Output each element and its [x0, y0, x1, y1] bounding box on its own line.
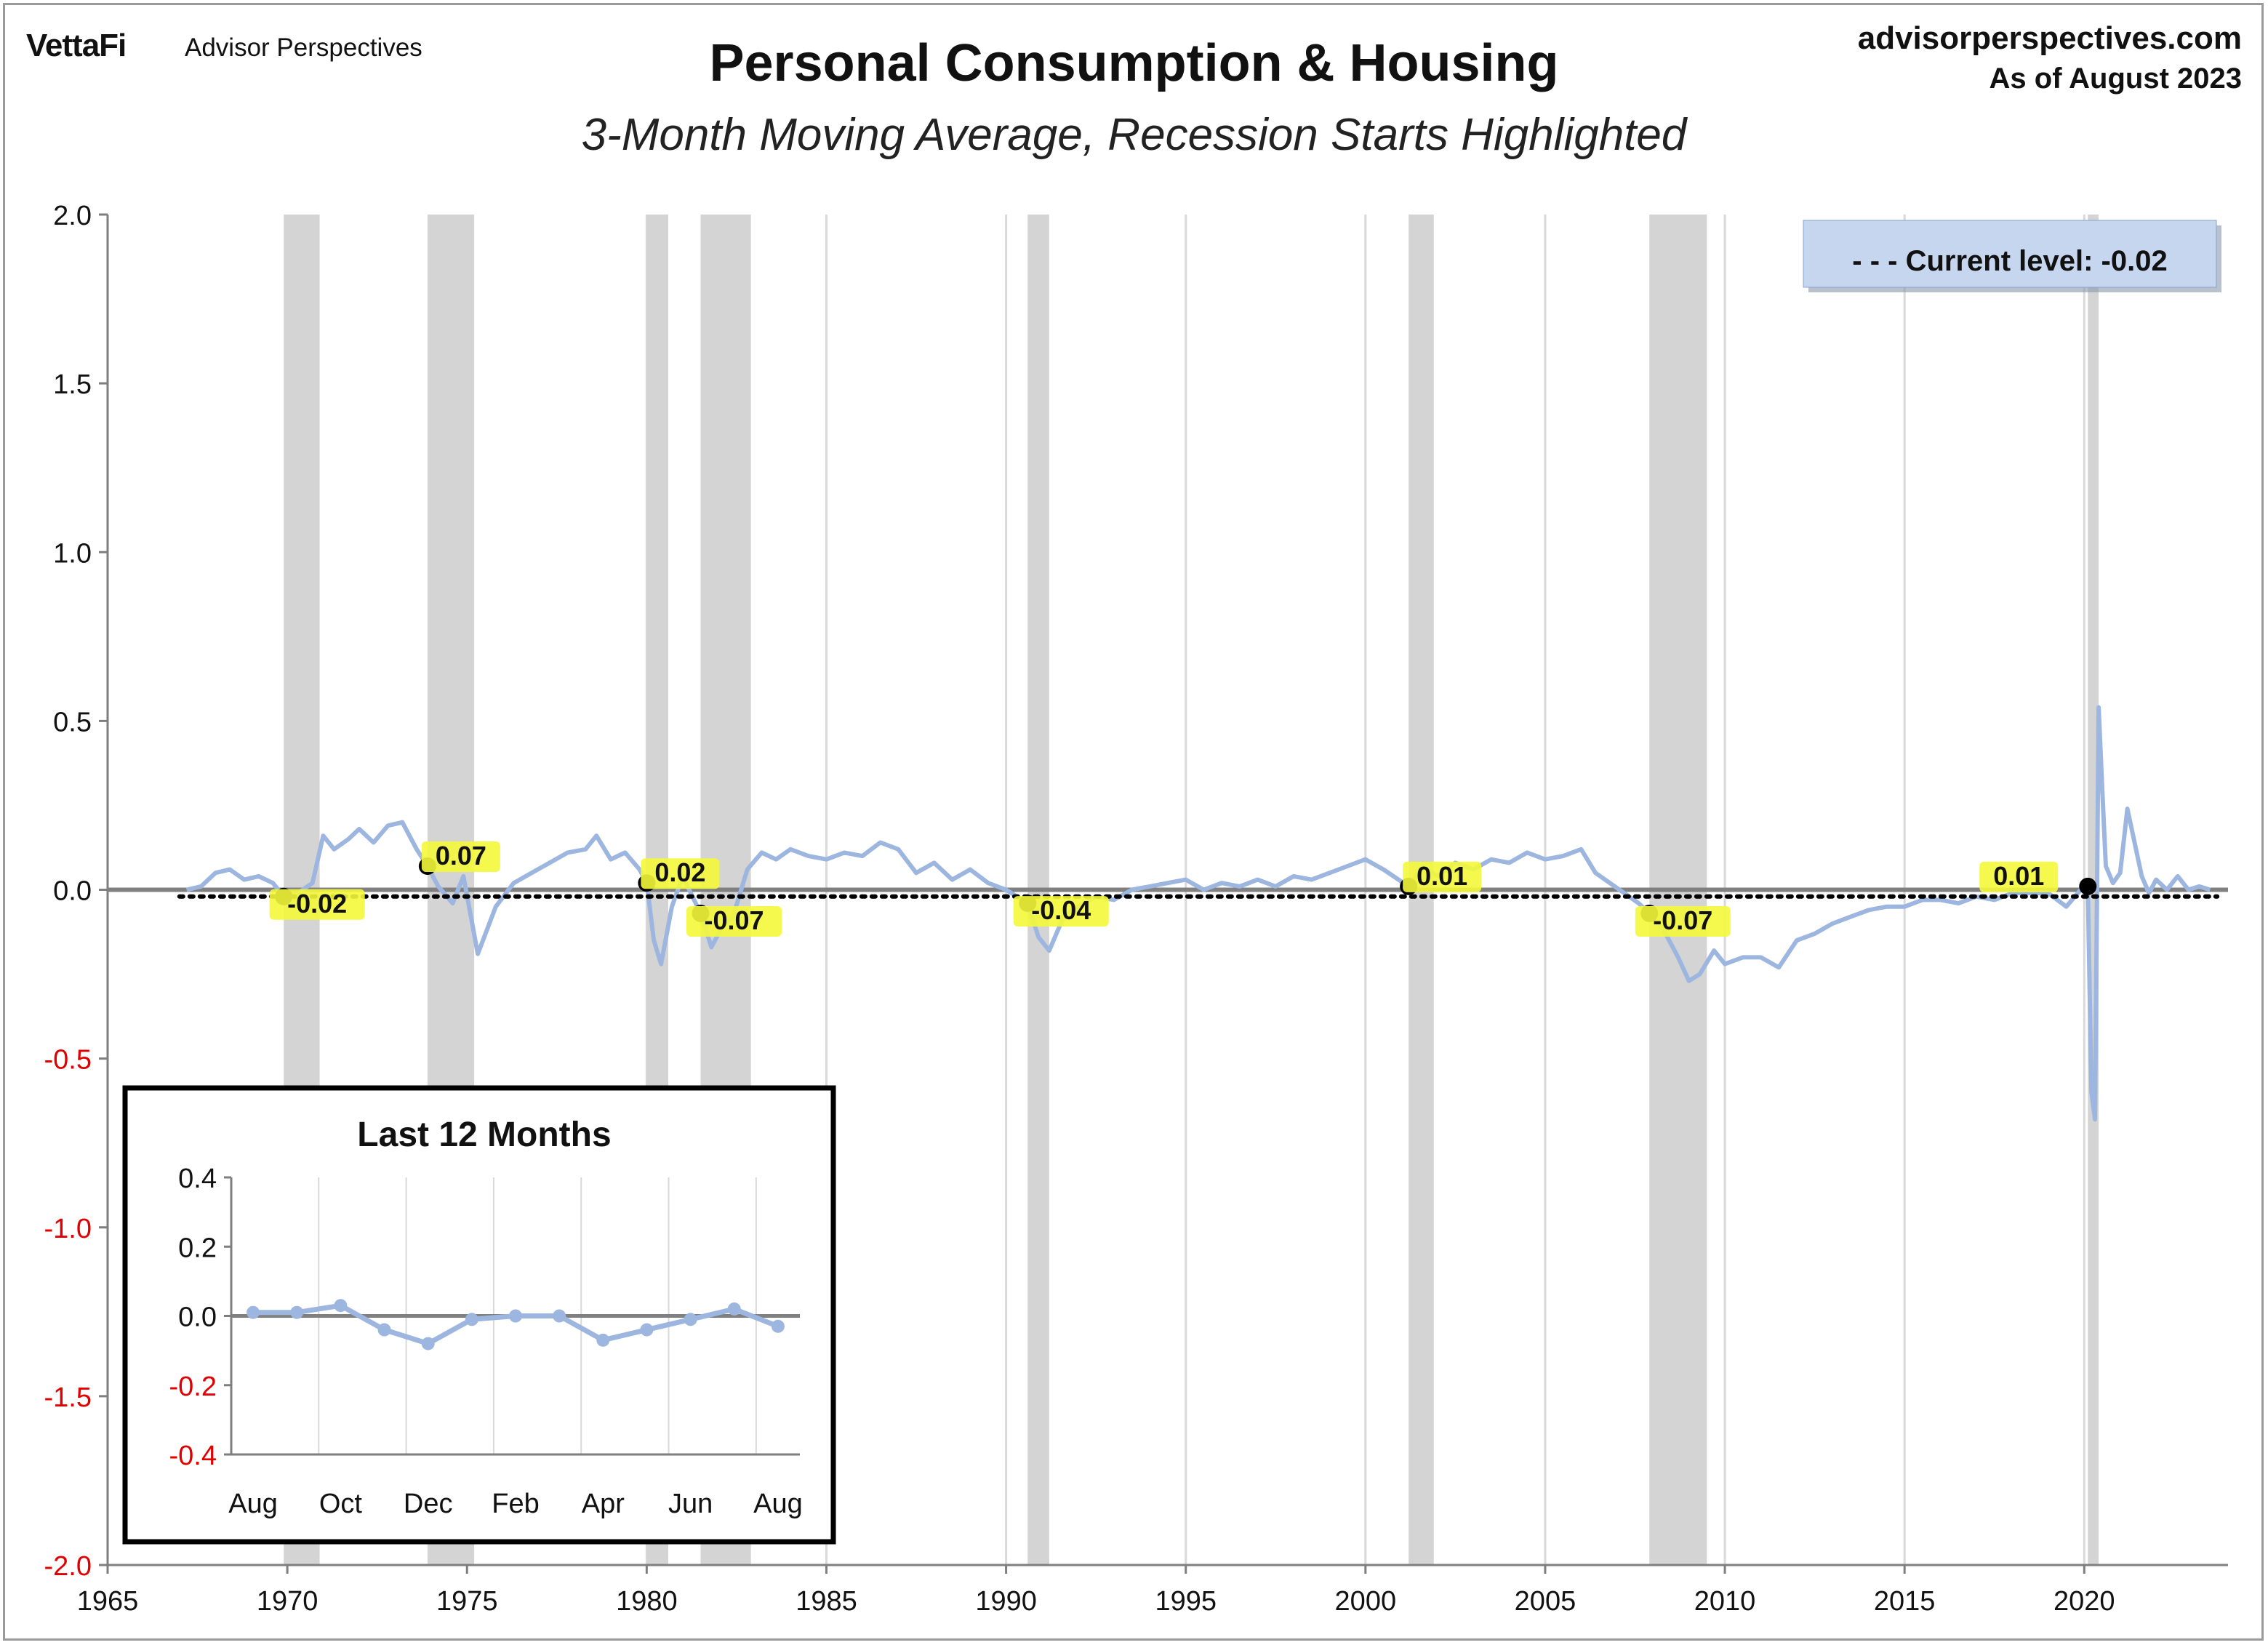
x-tick-label: 2020	[2053, 1586, 2115, 1617]
inset-point	[727, 1302, 741, 1316]
marker-label-bg	[1013, 896, 1109, 927]
inset-plot: 0.4 0.2 0.0 -0.2 -0.4 Aug Oct Dec Feb Apr Jun Aug	[169, 1164, 803, 1519]
inset-point	[509, 1309, 522, 1323]
x-tick-label: 1975	[436, 1586, 498, 1617]
inset-point	[684, 1313, 697, 1326]
legend-label: - - - Current level: -0.02	[1852, 245, 2167, 277]
inset-point	[247, 1305, 260, 1319]
x-tick-label: 1965	[77, 1586, 139, 1617]
inset-point	[377, 1323, 391, 1337]
inset-x-tick-label: Feb	[492, 1489, 539, 1519]
x-tick-label: 1985	[796, 1586, 857, 1617]
y-tick-label: 1.0	[53, 538, 92, 569]
marker-label: 0.07	[436, 841, 486, 870]
series-line	[186, 705, 2211, 1122]
chart-title: Personal Consumption & Housing	[709, 34, 1559, 92]
marker-label: -0.04	[1031, 895, 1091, 925]
marker-label-bg	[686, 905, 782, 937]
inset-x-tick-label: Apr	[582, 1489, 625, 1519]
marker-label: 0.02	[654, 857, 705, 887]
recession-start-marker	[2079, 877, 2097, 895]
x-tick-label: 1980	[616, 1586, 678, 1617]
x-tick-label: 1995	[1155, 1586, 1217, 1617]
inset-x-tick-label: Aug	[753, 1489, 803, 1519]
marker-label: -0.02	[287, 889, 347, 918]
inset-y-tick-label: 0.0	[178, 1302, 217, 1333]
logo-subtitle: Advisor Perspectives	[185, 33, 422, 62]
y-tick-label: 0.5	[53, 707, 92, 737]
inset-y-tick-label: 0.2	[178, 1233, 217, 1263]
y-tick-label: 0.0	[53, 876, 92, 907]
legend-box	[1803, 220, 2217, 288]
inset-point	[596, 1333, 610, 1347]
inset-y-tick-label: -0.4	[169, 1441, 217, 1471]
marker-label: 0.01	[1993, 861, 2044, 891]
inset-point	[640, 1323, 654, 1337]
marker-label-bg	[269, 889, 365, 920]
inset-x-tick-label: Jun	[668, 1489, 713, 1519]
chart-subtitle: 3-Month Moving Average, Recession Starts…	[581, 110, 1687, 160]
marker-label: -0.07	[704, 905, 764, 935]
marker-label: -0.07	[1653, 905, 1712, 935]
marker-label-bg	[1635, 905, 1731, 937]
as-of-date: As of August 2023	[1989, 63, 2242, 95]
y-tick-label: -1.5	[44, 1382, 92, 1413]
inset-x-tick-label: Aug	[228, 1489, 278, 1519]
inset-point	[553, 1309, 566, 1323]
marker-label-bg	[641, 858, 720, 889]
inset-x-tick-label: Dec	[404, 1489, 453, 1519]
site-url: advisorperspectives.com	[1857, 20, 2242, 56]
x-tick-label: 1970	[257, 1586, 318, 1617]
inset-y-tick-label: 0.4	[178, 1164, 217, 1194]
y-tick-label: -1.0	[44, 1214, 92, 1244]
y-tick-label: -2.0	[44, 1551, 92, 1582]
inset-point	[771, 1319, 785, 1333]
x-tick-label: 2005	[1515, 1586, 1576, 1617]
marker-label-bg	[1979, 861, 2059, 892]
x-tick-label: 2000	[1335, 1586, 1397, 1617]
vettafi-logo: VettaFi	[26, 28, 127, 63]
inset-x-tick-label: Oct	[319, 1489, 363, 1519]
x-tick-label: 2015	[1874, 1586, 1936, 1617]
marker-label-bg	[1403, 861, 1482, 892]
inset-point	[290, 1305, 304, 1319]
inset-point	[421, 1337, 435, 1350]
inset-point	[465, 1313, 478, 1326]
marker-label-bg	[421, 841, 500, 873]
x-tick-label: 1990	[975, 1586, 1037, 1617]
inset-point	[334, 1299, 348, 1313]
inset-title: Last 12 Months	[357, 1116, 611, 1154]
inset-y-tick-label: -0.2	[169, 1372, 217, 1402]
y-tick-label: 2.0	[53, 201, 92, 231]
y-tick-label: -0.5	[44, 1045, 92, 1076]
y-tick-label: 1.5	[53, 369, 92, 400]
current-level-legend: - - - Current level: -0.02	[1803, 220, 2221, 292]
marker-label: 0.01	[1417, 861, 1467, 891]
x-tick-label: 2010	[1694, 1586, 1756, 1617]
last-12-months-inset: Last 12 Months 0.4 0.2 0.0 -0.2 -0.4 Aug Oct De…	[122, 1085, 836, 1545]
